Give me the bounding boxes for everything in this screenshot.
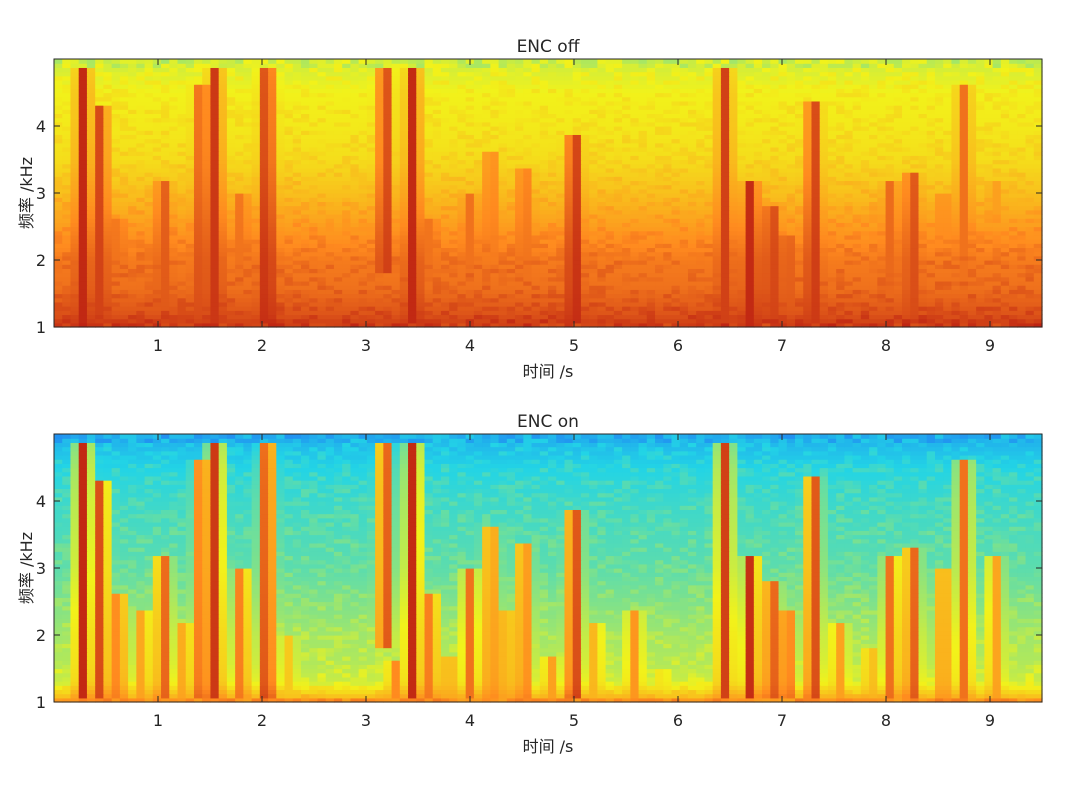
x-tick-label: 6	[673, 711, 683, 730]
y-tick-label: 1	[36, 318, 46, 337]
x-tick-label: 3	[361, 336, 371, 355]
x-tick-label: 9	[985, 711, 995, 730]
y-tick-label: 2	[36, 251, 46, 270]
x-tick-label: 2	[257, 711, 267, 730]
x-tick-label: 9	[985, 336, 995, 355]
x-tick-label: 6	[673, 336, 683, 355]
y-tick-label: 2	[36, 626, 46, 645]
x-tick-label: 4	[465, 711, 475, 730]
x-tick-label: 8	[881, 336, 891, 355]
x-tick-label: 7	[777, 711, 787, 730]
x-tick-label: 5	[569, 336, 579, 355]
x-tick-label: 1	[153, 336, 163, 355]
y-tick-label: 3	[36, 559, 46, 578]
y-tick-label: 1	[36, 693, 46, 712]
spectrogram-panel-2: 1 2 3 4 5 6 7 8 9 1 2 3 4 ENC on 时间 /s 频率 /kHz	[17, 412, 1043, 756]
x-tick-label: 3	[361, 711, 371, 730]
chart-title: ENC off	[517, 37, 581, 57]
y-tick-label: 4	[36, 117, 46, 136]
x-tick-label: 4	[465, 336, 475, 355]
y-axis-label: 频率 /kHz	[17, 157, 36, 229]
heatmap-cells	[54, 434, 1043, 703]
x-tick-label: 2	[257, 336, 267, 355]
x-tick-label: 5	[569, 711, 579, 730]
heatmap-cells	[54, 59, 1043, 328]
y-tick-label: 4	[36, 492, 46, 511]
y-axis-label: 频率 /kHz	[17, 532, 36, 604]
x-axis-label: 时间 /s	[523, 362, 574, 381]
x-tick-label: 7	[777, 336, 787, 355]
spectrogram-panel-1: 1 2 3 4 5 6 7 8 9 1 2 3 4 ENC off 时间 /s 频率 /kHz	[17, 37, 1043, 381]
x-axis-label: 时间 /s	[523, 737, 574, 756]
x-tick-label: 8	[881, 711, 891, 730]
chart-title: ENC on	[517, 412, 579, 432]
x-tick-label: 1	[153, 711, 163, 730]
y-tick-label: 3	[36, 184, 46, 203]
